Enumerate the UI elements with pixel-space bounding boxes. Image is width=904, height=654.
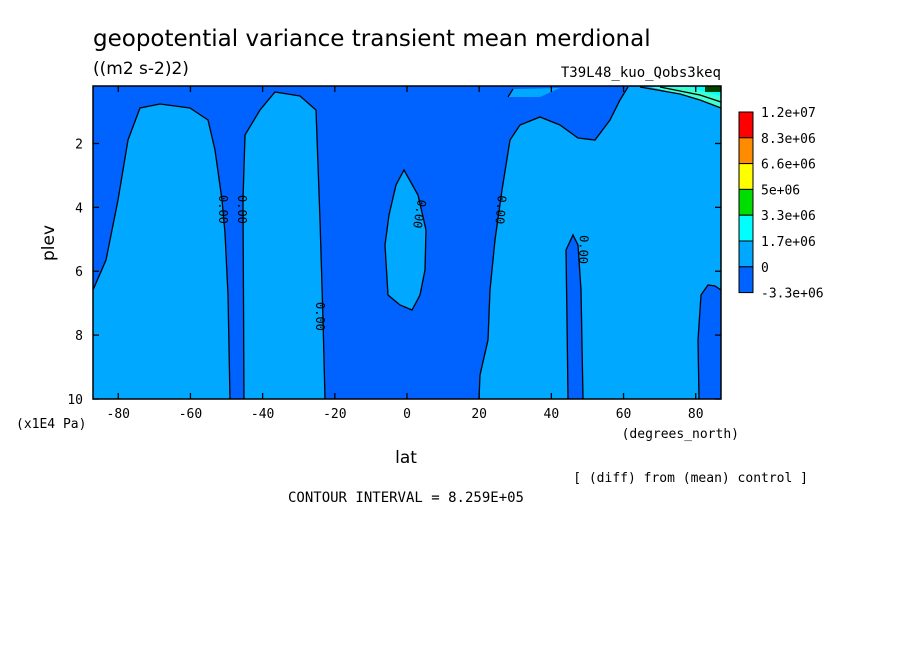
x-tick-label: -80 — [107, 407, 130, 422]
y-tick-label: 6 — [75, 265, 83, 280]
legend-swatch — [738, 111, 754, 139]
x-tick-label: 0 — [403, 407, 411, 422]
x-tick-label: -60 — [179, 407, 202, 422]
contour-labels: 0.00 0.00 0.00 0.00 0.00 0.00 — [216, 195, 591, 331]
plot-area: 0.00 0.00 0.00 0.00 0.00 0.00 — [92, 85, 722, 400]
region-positive-north — [479, 86, 721, 399]
region-positive-equator — [385, 170, 426, 310]
chart-title: geopotential variance transient mean mer… — [93, 26, 651, 52]
y-axis-units: (x1E4 Pa) — [16, 417, 86, 432]
contour-label: 0.00 — [410, 198, 429, 229]
legend-level-label: -3.3e+06 — [761, 287, 824, 302]
region-positive-south-2 — [243, 92, 325, 399]
y-axis: 2 4 6 8 10 — [67, 137, 721, 408]
x-axis-units: (degrees_north) — [622, 427, 739, 442]
x-axis: -80 -60 -40 -20 0 20 40 60 80 — [107, 86, 704, 422]
x-tick-label: 20 — [471, 407, 487, 422]
y-tick-label: 10 — [67, 393, 83, 408]
y-tick-label: 8 — [75, 329, 83, 344]
legend-swatch — [738, 266, 754, 294]
legend: 1.2e+07 8.3e+06 6.6e+06 5e+06 3.3e+06 1.7e+06… — [738, 106, 824, 302]
legend-level-label: 8.3e+06 — [761, 132, 816, 147]
legend-level-label: 1.7e+06 — [761, 235, 816, 250]
region-extreme-corner — [705, 86, 721, 92]
region-positive-south-1 — [93, 104, 230, 399]
x-tick-label: 40 — [544, 407, 560, 422]
chart-units: ((m2 s-2)2) — [93, 59, 189, 79]
legend-swatch — [738, 214, 754, 242]
contour-label: 0.00 — [576, 235, 591, 264]
x-tick-label: -20 — [323, 407, 346, 422]
legend-level-label: 0 — [761, 261, 769, 276]
legend-swatch — [738, 188, 754, 216]
contour-interval: CONTOUR INTERVAL = 8.259E+05 — [288, 490, 524, 506]
x-tick-label: 60 — [616, 407, 632, 422]
x-axis-label: lat — [395, 448, 417, 468]
y-tick-label: 2 — [75, 137, 83, 152]
contour-label: 0.00 — [492, 195, 508, 225]
legend-level-label: 3.3e+06 — [761, 209, 816, 224]
x-tick-label: -40 — [251, 407, 274, 422]
y-tick-label: 4 — [75, 201, 83, 216]
legend-level-label: 6.6e+06 — [761, 158, 816, 173]
run-id: T39L48_kuo_Qobs3keq — [561, 65, 721, 81]
legend-swatch — [738, 137, 754, 165]
region-high-nw-corner — [650, 87, 721, 108]
contour-lines — [92, 86, 722, 400]
footer-note: [ (diff) from (mean) control ] — [573, 471, 808, 486]
legend-swatch — [738, 163, 754, 190]
contour-label: 0.00 — [313, 302, 327, 331]
x-tick-label: 80 — [688, 407, 704, 422]
region-north-top-wedge — [508, 88, 560, 97]
y-axis-label: plev — [39, 225, 59, 261]
legend-level-label: 5e+06 — [761, 183, 800, 198]
legend-swatch — [738, 240, 754, 268]
contour-label: 0.00 — [235, 195, 249, 224]
contour-label: 0.00 — [216, 195, 230, 224]
legend-level-label: 1.2e+07 — [761, 106, 816, 121]
